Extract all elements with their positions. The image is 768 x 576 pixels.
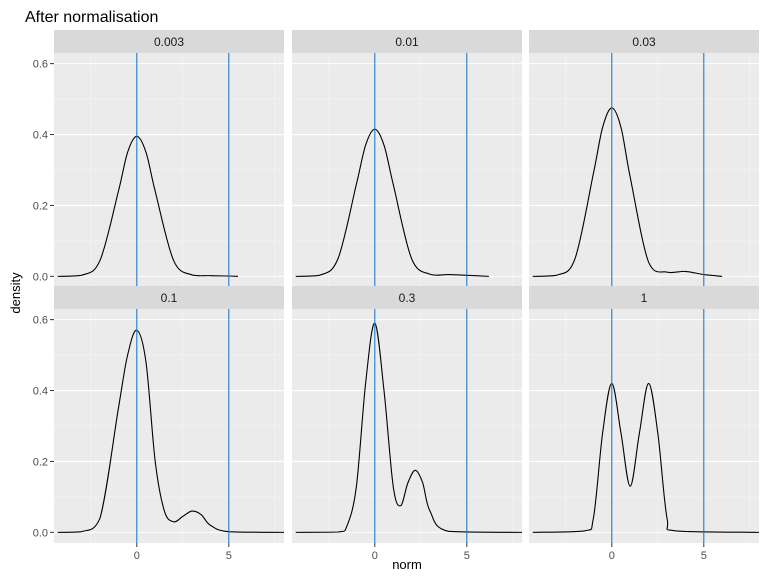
facet-panel: 0.01 <box>292 30 522 287</box>
facet-strip <box>529 30 759 53</box>
facet-strip-label: 0.003 <box>154 35 184 49</box>
x-tick-label: 0 <box>372 550 378 562</box>
density-curve <box>532 382 760 533</box>
x-tick-label: 0 <box>134 550 140 562</box>
facet-strip-label: 0.3 <box>399 291 416 305</box>
chart-title: After normalisation <box>25 9 158 26</box>
x-tick-label: 0 <box>609 550 615 562</box>
density-curve <box>295 322 523 533</box>
facet-panel: 0.03 <box>529 30 759 287</box>
x-tick-label: 5 <box>226 550 232 562</box>
density-curve <box>57 329 285 533</box>
facet-strip <box>54 286 284 309</box>
x-axis-label: norm <box>392 557 422 572</box>
facet-strip-label: 1 <box>641 291 648 305</box>
facet-strip <box>529 286 759 309</box>
facet-strip <box>292 286 522 309</box>
y-tick-label: 0.0 <box>33 527 48 539</box>
y-tick-label: 0.4 <box>33 130 48 142</box>
density-curve <box>532 107 723 277</box>
y-tick-label: 0.6 <box>33 59 48 71</box>
facet-strip <box>292 30 522 53</box>
x-tick-label: 5 <box>464 550 470 562</box>
facet-panel: 0.1 0.0 0.2 0.4 0.6 0 5 <box>33 286 285 562</box>
facet-strip-label: 0.01 <box>395 35 419 49</box>
facet-panel: 0.003 0.0 0.2 0.4 0.6 <box>33 30 284 287</box>
facet-panel: 0.3 0 5 <box>292 286 523 562</box>
y-tick-label: 0.2 <box>33 456 48 468</box>
facet-panel: 1 0 5 <box>529 286 760 562</box>
facet-panels: 0.003 0.0 0.2 0.4 0.6 0.01 0.03 0.1 0.0 0.2 0.4 0.6… <box>33 30 760 562</box>
density-curve <box>57 135 239 277</box>
y-axis-label: density <box>8 272 23 314</box>
facet-strip <box>54 30 284 53</box>
y-tick-label: 0.6 <box>33 315 48 327</box>
y-tick-label: 0.0 <box>33 271 48 283</box>
y-tick-label: 0.2 <box>33 200 48 212</box>
x-tick-label: 5 <box>701 550 707 562</box>
y-tick-label: 0.4 <box>33 386 48 398</box>
facet-strip-label: 0.1 <box>161 291 178 305</box>
density-curve <box>295 128 489 277</box>
facet-strip-label: 0.03 <box>632 35 656 49</box>
